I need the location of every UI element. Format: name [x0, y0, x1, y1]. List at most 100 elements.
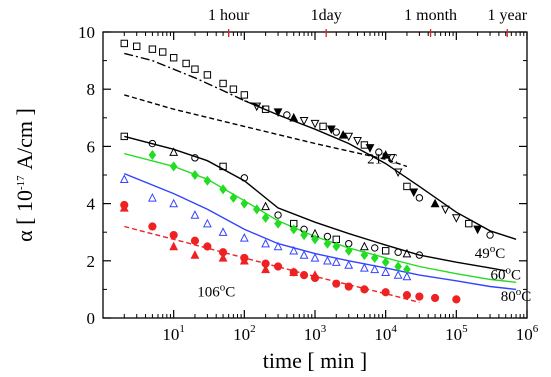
data-point [148, 45, 157, 53]
data-point [465, 219, 473, 228]
temp-degree: o [490, 243, 496, 255]
data-point [218, 227, 228, 236]
x-tick-label: 105 [445, 323, 468, 344]
data-point [394, 248, 402, 256]
data-point [169, 241, 179, 251]
data-point [219, 184, 227, 195]
data-point [430, 198, 440, 208]
x-axis-title: time [ min ] [263, 348, 367, 373]
data-point [319, 122, 327, 131]
data-point [273, 108, 283, 117]
data-point [386, 154, 396, 163]
y-tick-label: 6 [87, 137, 96, 156]
top-label: 1day [311, 7, 342, 24]
data-point [219, 162, 227, 171]
temp-value: 21 [367, 152, 382, 168]
top-label: 1 year [487, 7, 527, 24]
data-point [239, 233, 249, 242]
temp-value: 80 [501, 289, 516, 305]
fit-lines [124, 52, 517, 303]
top-time-axis: 1 hour 1day 1 month 1 year [208, 7, 528, 37]
temp-unit: C [388, 152, 398, 168]
x-tick-label: 102 [233, 323, 255, 344]
data-point [239, 255, 249, 265]
y-axis-ticks: 0 2 4 6 8 10 [78, 23, 527, 328]
temp-unit: C [521, 289, 531, 305]
data-point [323, 255, 332, 265]
temperature-label: 49oC [475, 243, 506, 262]
data-point [159, 48, 167, 56]
data-point [299, 116, 309, 126]
data-point [310, 253, 320, 262]
y-axis-title-unit: A/cm ] [12, 108, 37, 175]
data-point [311, 234, 319, 245]
data-point [393, 270, 403, 279]
data-point [203, 175, 212, 186]
data-point [229, 192, 238, 203]
data-point [381, 288, 390, 297]
x-tick-label: 103 [304, 323, 327, 344]
data-point [203, 71, 212, 79]
data-point [169, 230, 178, 240]
data-point [473, 225, 483, 235]
x-tick-base: 10 [445, 325, 462, 344]
data-point [415, 194, 424, 202]
data-point [300, 230, 308, 241]
data-point [273, 241, 283, 251]
temp-degree: o [505, 264, 511, 276]
data-point [375, 148, 383, 156]
data-point [360, 285, 369, 294]
data-points [119, 39, 494, 304]
x-tick-label: 104 [374, 323, 397, 344]
data-point [240, 174, 249, 182]
top-label: 1 hour [208, 7, 250, 24]
data-point [415, 292, 424, 301]
data-point [402, 271, 412, 281]
x-tick-exponent: 6 [533, 323, 539, 335]
data-point [229, 85, 238, 93]
data-point [452, 295, 461, 304]
y-tick-label: 4 [87, 195, 96, 214]
x-tick-exponent: 1 [179, 323, 185, 335]
data-point [283, 111, 291, 119]
data-point [440, 205, 450, 215]
data-point [191, 169, 199, 181]
data-point [120, 132, 128, 141]
x-axis-ticks: 101 102 103 104 105 106 [123, 32, 539, 344]
temp-degree: o [220, 282, 226, 294]
data-point [120, 39, 128, 48]
x-tick-base: 10 [304, 325, 321, 344]
fit-line-4 [124, 152, 517, 283]
data-point [261, 264, 271, 274]
data-point [381, 267, 391, 276]
data-point [190, 210, 200, 219]
series-1 [252, 102, 494, 239]
y-tick-label: 0 [87, 309, 96, 328]
temperature-label: 60oC [490, 264, 521, 283]
data-point [299, 271, 309, 280]
data-point [359, 263, 369, 272]
x-tick-label: 101 [162, 323, 185, 344]
data-point [360, 250, 369, 261]
x-tick-exponent: 3 [321, 323, 327, 335]
data-point [169, 198, 179, 208]
data-point [169, 147, 179, 156]
data-point [148, 139, 157, 148]
data-point [202, 218, 212, 228]
data-point [402, 291, 412, 300]
x-tick-exponent: 5 [462, 323, 468, 335]
data-point [332, 128, 340, 136]
data-point [310, 270, 320, 279]
fit-line-3 [124, 135, 506, 272]
x-tick-base: 10 [374, 325, 391, 344]
data-point [289, 112, 299, 122]
data-point [147, 192, 157, 202]
y-axis-title: α [ 10-17 A/cm ] [12, 108, 37, 242]
data-point [133, 42, 141, 50]
fit-line-6 [124, 225, 420, 303]
data-point [191, 154, 199, 162]
y-axis-title-exponent: -17 [15, 175, 27, 190]
data-point [191, 65, 199, 73]
series-4 [119, 174, 412, 281]
